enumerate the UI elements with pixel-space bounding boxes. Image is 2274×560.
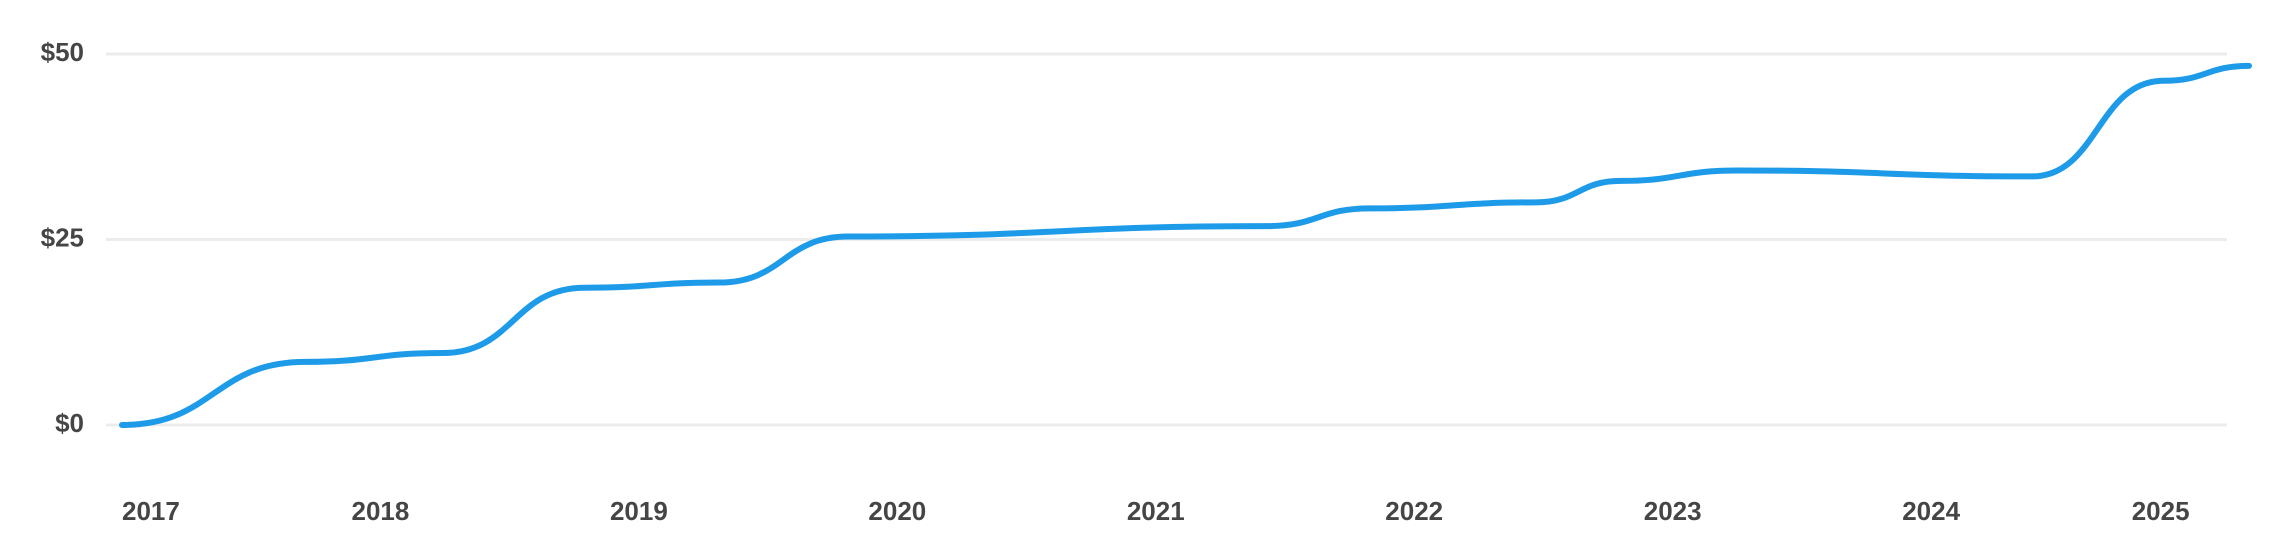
x-tick-label: 2019 [610,496,668,526]
y-tick-label: $0 [55,408,84,438]
y-tick-label: $50 [41,37,84,67]
x-tick-label: 2017 [122,496,180,526]
x-tick-label: 2024 [1902,496,1960,526]
y-tick-label: $25 [41,222,84,252]
x-tick-label: 2018 [352,496,410,526]
x-tick-label: 2023 [1644,496,1702,526]
x-tick-label: 2021 [1127,496,1185,526]
x-tick-label: 2020 [868,496,926,526]
x-tick-label: 2025 [2132,496,2190,526]
line [119,62,2252,428]
x-tick-label: 2022 [1385,496,1443,526]
